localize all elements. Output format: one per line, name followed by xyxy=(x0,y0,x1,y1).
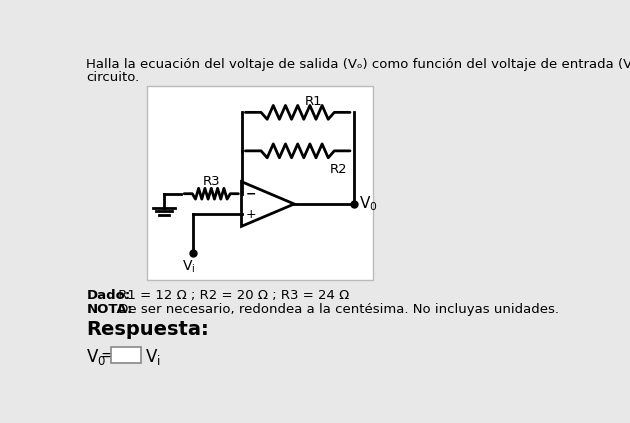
Text: Dado:: Dado: xyxy=(86,289,131,302)
Text: +: + xyxy=(246,208,256,221)
Text: circuito.: circuito. xyxy=(86,71,140,84)
Text: $\mathregular{V_0}$: $\mathregular{V_0}$ xyxy=(359,195,378,213)
Text: $\mathregular{V_i}$: $\mathregular{V_i}$ xyxy=(145,347,161,367)
Text: R1: R1 xyxy=(304,95,322,108)
Bar xyxy=(112,347,140,363)
Text: R1 = 12 Ω ; R2 = 20 Ω ; R3 = 24 Ω: R1 = 12 Ω ; R2 = 20 Ω ; R3 = 24 Ω xyxy=(115,289,350,302)
Text: $\mathregular{V_0}$: $\mathregular{V_0}$ xyxy=(86,347,106,367)
Text: NOTA:: NOTA: xyxy=(86,303,133,316)
Text: R3: R3 xyxy=(202,175,220,188)
Text: $\mathregular{V_i}$: $\mathregular{V_i}$ xyxy=(182,258,195,275)
Text: −: − xyxy=(246,187,256,200)
Text: De ser necesario, redondea a la centésima. No incluyas unidades.: De ser necesario, redondea a la centésim… xyxy=(115,303,559,316)
Bar xyxy=(147,86,373,280)
Text: R2: R2 xyxy=(329,163,347,176)
Text: =: = xyxy=(100,348,113,363)
Text: Respuesta:: Respuesta: xyxy=(86,320,209,339)
Text: Halla la ecuación del voltaje de salida (Vₒ) como función del voltaje de entrada: Halla la ecuación del voltaje de salida … xyxy=(86,58,630,71)
